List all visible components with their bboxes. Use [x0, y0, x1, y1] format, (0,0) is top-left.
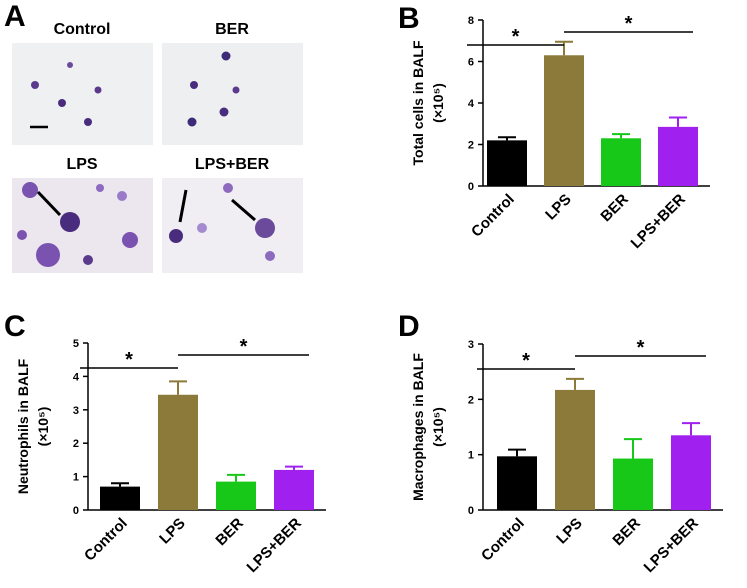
- panel-label: C: [4, 310, 26, 343]
- bar: [487, 140, 527, 186]
- y-tick-label: 0: [468, 181, 474, 193]
- micrographs: [12, 43, 303, 273]
- y-tick-label: 1: [73, 472, 79, 484]
- bar: [555, 389, 595, 510]
- y-axis-label: (×10⁵): [430, 83, 446, 123]
- y-axis-label: Total cells in BALF: [410, 40, 426, 165]
- y-tick-label: 3: [468, 339, 474, 351]
- x-tick-label: BER: [212, 515, 247, 550]
- y-tick-label: 4: [468, 98, 475, 110]
- bar: [216, 481, 256, 510]
- bar: [497, 456, 537, 510]
- significance-label: *: [125, 349, 133, 371]
- significance-label: *: [512, 26, 520, 48]
- x-tick-label: Control: [468, 191, 518, 241]
- x-tick-label: LPS+BER: [628, 191, 689, 252]
- y-axis-label: (×10⁵): [430, 407, 446, 447]
- significance-label: *: [240, 336, 248, 358]
- x-tick-label: Control: [81, 515, 131, 565]
- micrograph: [162, 43, 303, 145]
- y-tick-label: 3: [73, 405, 79, 417]
- bar: [544, 55, 584, 187]
- x-tick-label: LPS+BER: [244, 515, 305, 576]
- y-tick-label: 0: [73, 505, 79, 517]
- y-tick-label: 2: [468, 140, 474, 152]
- y-tick-label: 2: [468, 394, 474, 406]
- micrograph: [12, 43, 153, 145]
- y-axis-label: Neutrophils in BALF: [15, 358, 31, 494]
- panel-label: B: [398, 2, 420, 35]
- bar: [671, 435, 711, 510]
- x-tick-label: BER: [597, 191, 632, 226]
- micrograph: [162, 178, 303, 273]
- x-tick-label: LPS+BER: [641, 515, 702, 576]
- image-label: BER: [215, 21, 249, 38]
- y-tick-label: 1: [468, 450, 474, 462]
- y-axis-label: (×10⁵): [35, 407, 51, 447]
- bar: [601, 138, 641, 186]
- bar: [658, 126, 698, 186]
- bar: [613, 458, 653, 510]
- y-tick-label: 0: [468, 505, 474, 517]
- y-tick-label: 4: [73, 371, 80, 383]
- significance-label: *: [522, 350, 530, 372]
- significance-label: *: [637, 337, 645, 359]
- image-label: LPS+BER: [195, 156, 270, 173]
- y-tick-label: 8: [468, 15, 474, 27]
- y-tick-label: 6: [468, 57, 474, 69]
- bar: [158, 394, 198, 510]
- x-tick-label: LPS: [156, 515, 189, 548]
- image-label: Control: [54, 21, 111, 38]
- x-tick-label: LPS: [542, 191, 575, 224]
- bar: [100, 486, 140, 510]
- x-tick-label: BER: [609, 515, 644, 550]
- x-tick-label: LPS: [553, 515, 586, 548]
- image-label: LPS: [66, 156, 97, 173]
- panel-label: A: [4, 0, 26, 33]
- x-tick-label: Control: [478, 515, 528, 565]
- panel-label: D: [398, 310, 420, 343]
- y-tick-label: 5: [73, 338, 79, 350]
- significance-label: *: [625, 13, 633, 35]
- y-axis-label: Macrophages in BALF: [410, 353, 426, 501]
- y-tick-label: 2: [73, 438, 79, 450]
- bar: [274, 469, 314, 510]
